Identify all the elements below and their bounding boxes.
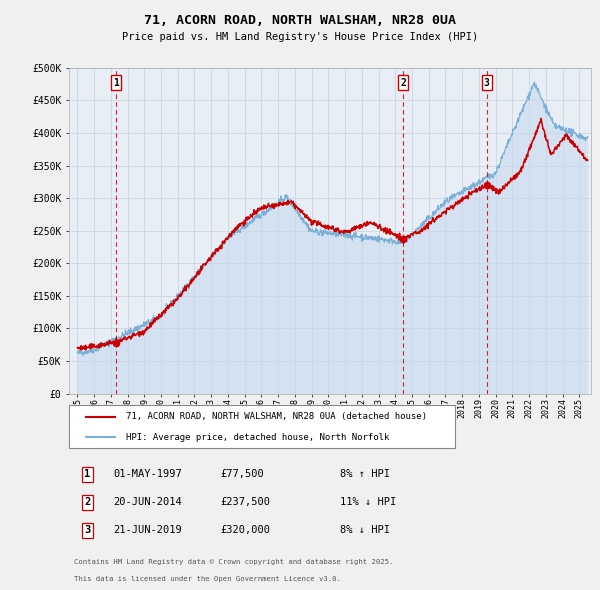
Text: This data is licensed under the Open Government Licence v3.0.: This data is licensed under the Open Gov… bbox=[74, 576, 341, 582]
Text: £320,000: £320,000 bbox=[220, 525, 271, 535]
Text: 71, ACORN ROAD, NORTH WALSHAM, NR28 0UA: 71, ACORN ROAD, NORTH WALSHAM, NR28 0UA bbox=[144, 14, 456, 27]
Text: 71, ACORN ROAD, NORTH WALSHAM, NR28 0UA (detached house): 71, ACORN ROAD, NORTH WALSHAM, NR28 0UA … bbox=[127, 412, 427, 421]
Text: 01-MAY-1997: 01-MAY-1997 bbox=[113, 470, 182, 480]
Text: 8% ↑ HPI: 8% ↑ HPI bbox=[340, 470, 391, 480]
Text: £77,500: £77,500 bbox=[220, 470, 264, 480]
Text: 21-JUN-2019: 21-JUN-2019 bbox=[113, 525, 182, 535]
Text: 2: 2 bbox=[84, 497, 91, 507]
Text: 20-JUN-2014: 20-JUN-2014 bbox=[113, 497, 182, 507]
Text: 8% ↓ HPI: 8% ↓ HPI bbox=[340, 525, 391, 535]
Text: £237,500: £237,500 bbox=[220, 497, 271, 507]
Text: 1: 1 bbox=[113, 77, 119, 87]
Text: 3: 3 bbox=[484, 77, 490, 87]
Text: 11% ↓ HPI: 11% ↓ HPI bbox=[340, 497, 397, 507]
Text: 2: 2 bbox=[400, 77, 406, 87]
Text: 3: 3 bbox=[84, 525, 91, 535]
Text: Price paid vs. HM Land Registry's House Price Index (HPI): Price paid vs. HM Land Registry's House … bbox=[122, 32, 478, 41]
Text: HPI: Average price, detached house, North Norfolk: HPI: Average price, detached house, Nort… bbox=[127, 432, 390, 442]
Text: Contains HM Land Registry data © Crown copyright and database right 2025.: Contains HM Land Registry data © Crown c… bbox=[74, 559, 394, 565]
FancyBboxPatch shape bbox=[69, 405, 455, 448]
Text: 1: 1 bbox=[84, 470, 91, 480]
